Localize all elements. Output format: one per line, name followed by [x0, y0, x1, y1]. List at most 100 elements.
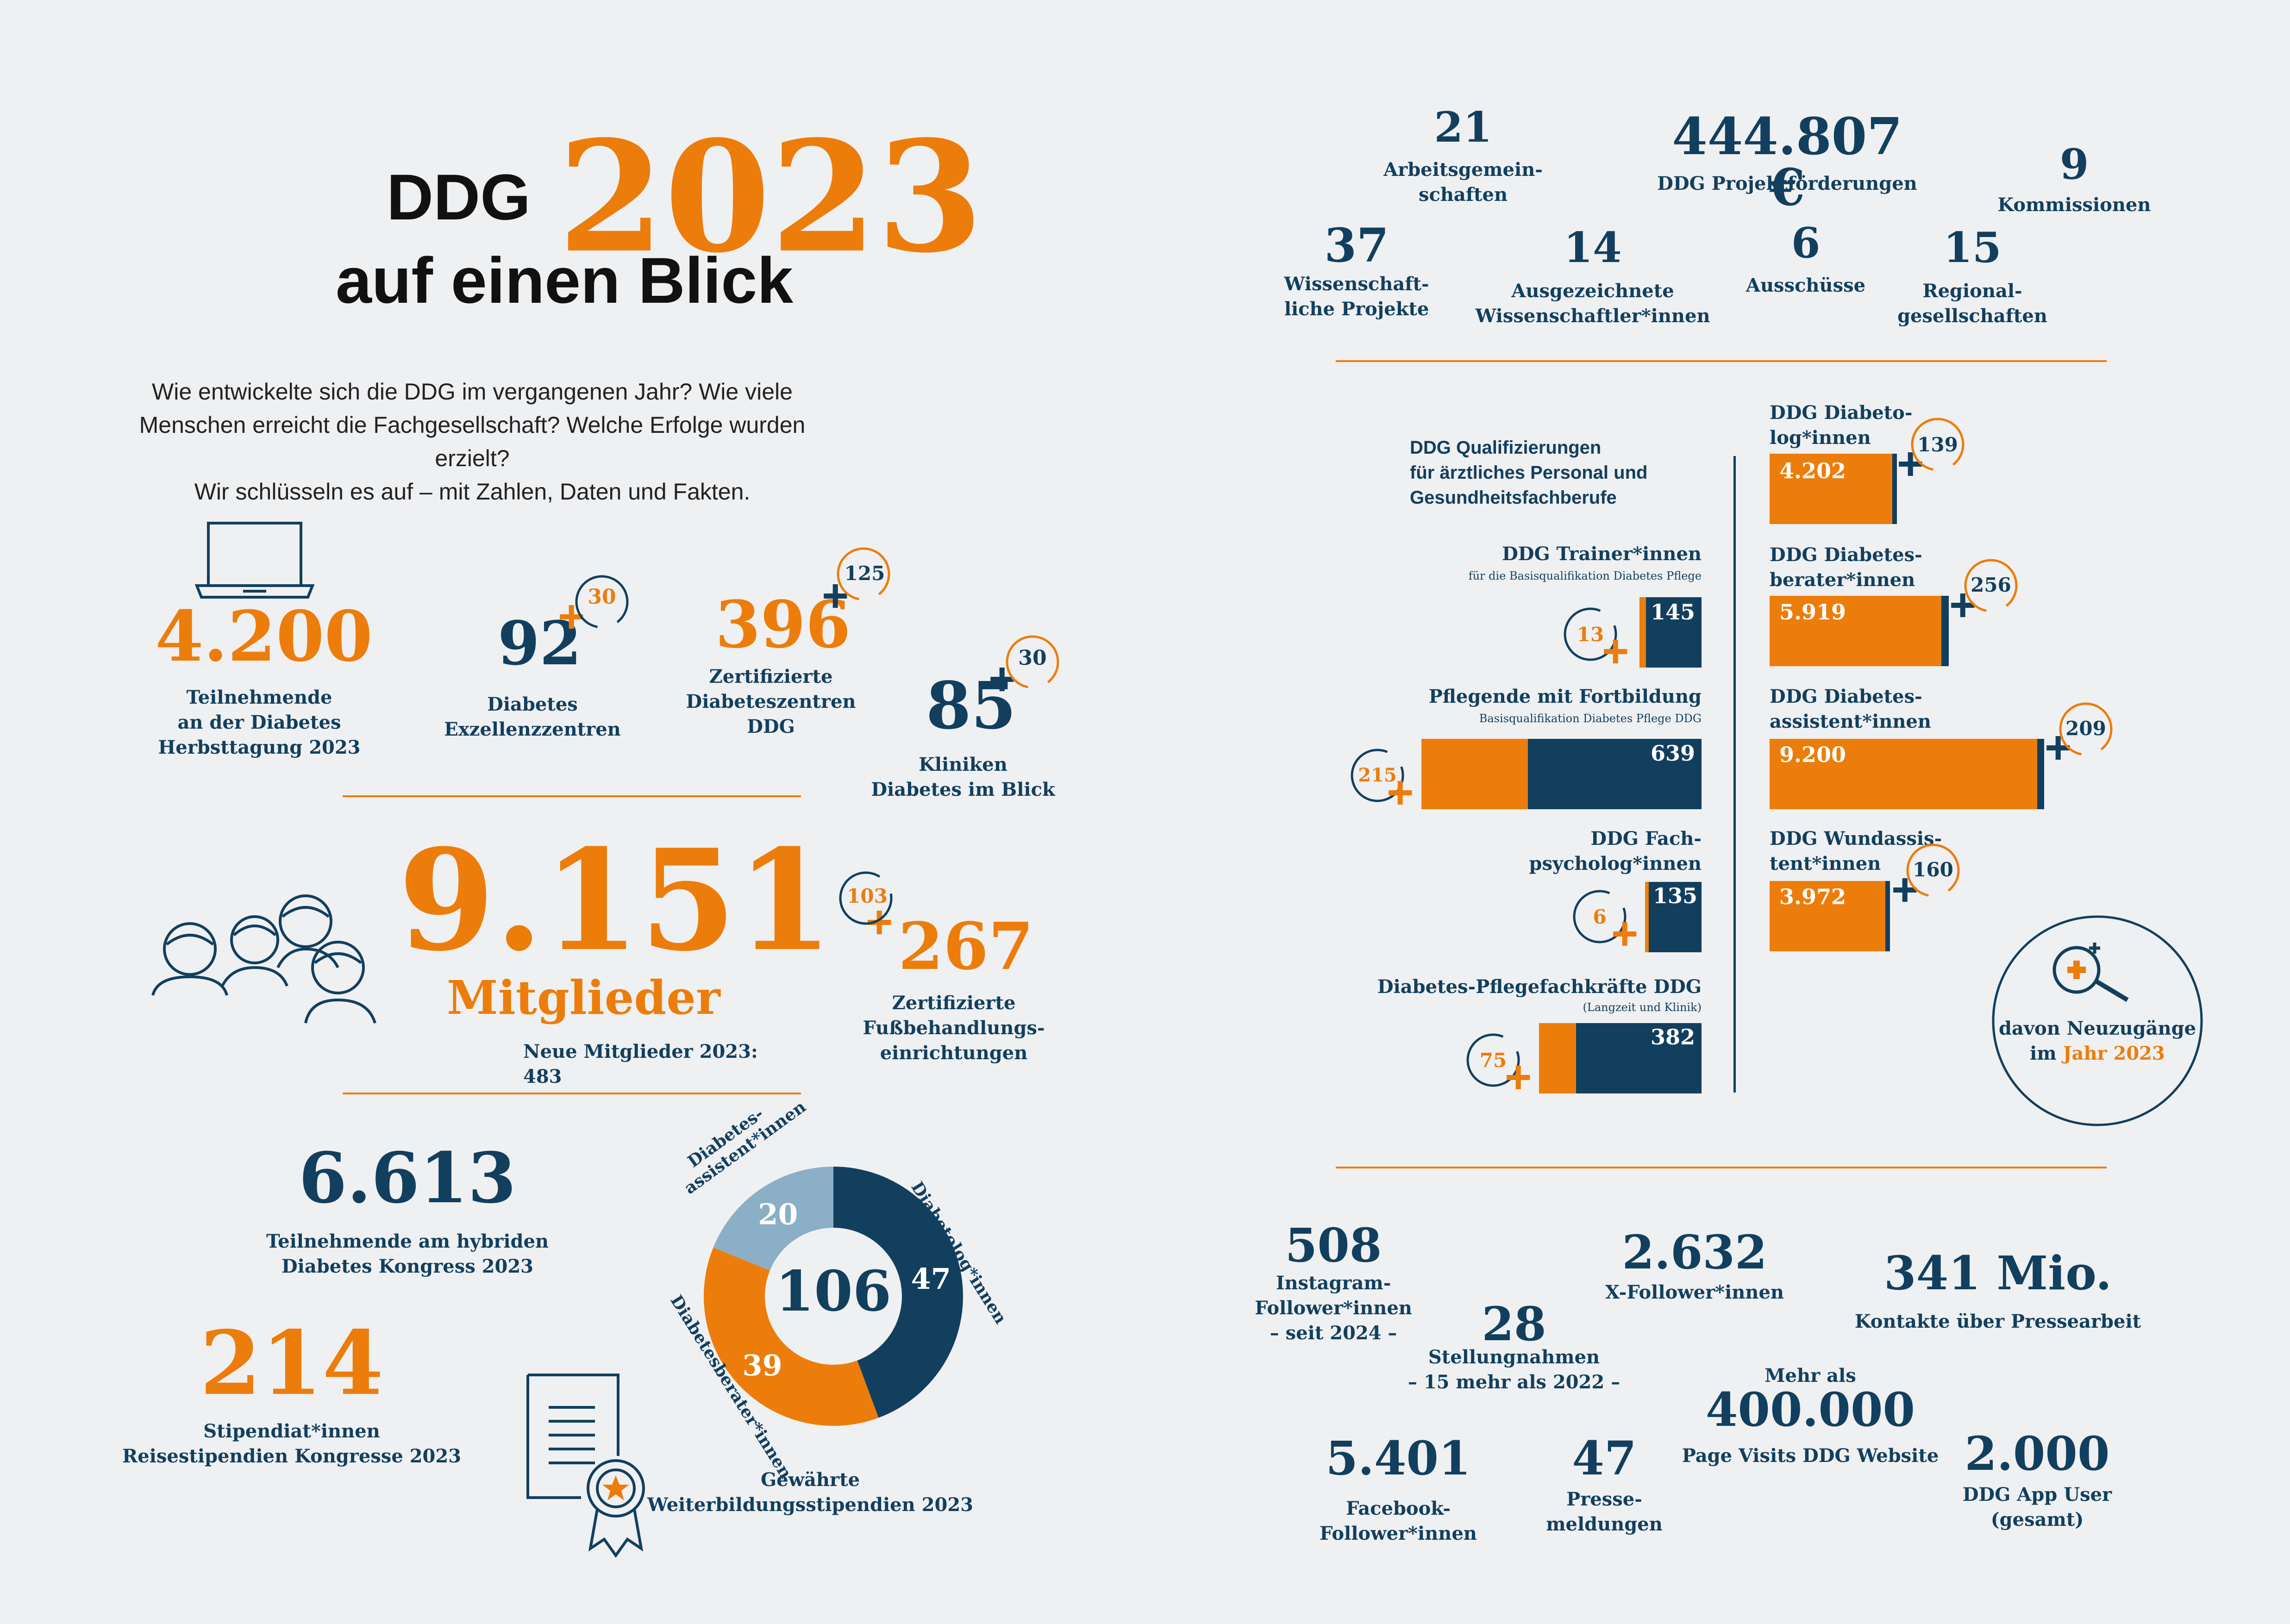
pflegefachkraefte-sub: (Langzeit und Klinik) — [1583, 1001, 1702, 1014]
presse-label: Presse-meldungen — [1546, 1488, 1663, 1535]
donut-slice-1 — [704, 1247, 879, 1426]
trainer-plus-icon: + — [1602, 625, 1629, 677]
donut-slice-value-0: 47 — [911, 1262, 951, 1296]
psycholog-bar-navy — [1649, 882, 1702, 952]
regional-value: 15 — [1943, 223, 2002, 272]
wundassistent-plus-circle — [1906, 843, 1960, 897]
assistent-title: DDG Diabetes-assistent*innen — [1770, 686, 1931, 732]
title-year: 2023 — [558, 107, 983, 287]
kontakte-label: Kontakte über Pressearbeit — [1854, 1311, 2141, 1332]
ausgezeichnete-value: 14 — [1564, 223, 1622, 272]
stellung-label: Stellungnahmen – 15 mehr als 2022 – — [1408, 1346, 1621, 1393]
kommissionen-label: Kommissionen — [1997, 194, 2151, 216]
berater-plus-icon: + — [1949, 579, 1977, 631]
diabetolog-bar-orange — [1770, 454, 1892, 524]
ag-value: 21 — [1434, 103, 1492, 152]
kliniken-plus-circle — [1006, 635, 1059, 689]
fuss-plus: 103 — [847, 885, 888, 907]
diabetolog-title: DDG Diabeto-log*innen — [1770, 402, 1913, 449]
psycholog-plus-circle — [1573, 890, 1627, 943]
diabetolog-bar-navy — [1892, 454, 1897, 524]
regional-label: Regional-gesellschaften — [1897, 280, 2047, 327]
wiss-projekte-label: Wissenschaft-liche Projekte — [1284, 273, 1429, 320]
wundassistent-bar-orange — [1770, 881, 1885, 951]
projekt-label: DDG Projektförderungen — [1657, 173, 1917, 194]
pflegende-plus-circle — [1351, 749, 1404, 802]
herbsttagung-label: Teilnehmende an der Diabetes Herbsttagung … — [158, 687, 361, 758]
fuss-label: Zertifizierte Fußbehandlungs-einrichtunge… — [863, 992, 1045, 1064]
ausschuesse-label: Ausschüsse — [1746, 275, 1866, 296]
wundassistent-value: 3.972 — [1779, 884, 1846, 909]
trainer-plus-circle — [1564, 607, 1617, 661]
exzellenz-value: 92 — [498, 608, 582, 679]
legend-text: davon Neuzugänge im Jahr 2023 — [1998, 1018, 2196, 1064]
pflegefachkraefte-plus-icon: + — [1505, 1051, 1532, 1103]
stellung-value: 28 — [1482, 1297, 1546, 1351]
title-prefix: DDG — [387, 161, 531, 233]
pflegende-title: Pflegende mit Fortbildung — [1428, 686, 1702, 707]
exzellenz-label: Diabetes Exzellenzzentren — [444, 693, 621, 740]
pflegefachkraefte-bar-navy — [1576, 1023, 1702, 1093]
legend-circle — [1992, 915, 2203, 1126]
kontakte-value: 341 Mio. — [1884, 1246, 2112, 1300]
zertifizierte-plus-icon: + — [822, 570, 849, 622]
stipendien-donut-chart: 47 39 20 — [704, 1167, 963, 1426]
qualifizierungen-heading: DDG Qualifizierungen für ärztliches Perso… — [1410, 437, 1648, 508]
pflegende-plus-icon: + — [1387, 767, 1414, 818]
donut-slice-value-2: 20 — [758, 1198, 798, 1231]
exzellenz-plus: 30 — [588, 585, 616, 609]
berater-plus: 256 — [1971, 574, 2011, 596]
wundassistent-bar-navy — [1885, 881, 1890, 951]
divider-left-1 — [343, 795, 801, 797]
pflegende-plus: 215 — [1358, 764, 1397, 786]
kongress-value: 6.613 — [299, 1137, 516, 1219]
kliniken-label: Kliniken Diabetes im Blick — [871, 754, 1055, 800]
qualifizierungen-divider — [1733, 456, 1736, 1093]
zertifizierte-value: 396 — [715, 587, 851, 663]
zertifizierte-plus-circle — [837, 547, 890, 601]
magnifier-plus-icon — [2052, 943, 2129, 1002]
trainer-sub: für die Basisqualifikation Diabetes Pfle… — [1468, 569, 1702, 582]
donut-slice-value-1: 39 — [742, 1349, 782, 1382]
intro-line-1: Wie entwickelte sich die DDG im vergange… — [152, 379, 793, 405]
assistent-plus-circle — [2059, 702, 2113, 756]
trainer-value: 145 — [1651, 600, 1696, 625]
laptop-icon — [194, 522, 315, 599]
intro-line-2: Menschen erreicht die Fachgesellschaft? … — [139, 412, 806, 471]
kliniken-value: 85 — [926, 668, 1016, 744]
facebook-label: Facebook- Follower*innen — [1320, 1498, 1477, 1544]
projekt-value: 444.807 € — [1672, 106, 1902, 217]
presse-value: 47 — [1572, 1431, 1637, 1486]
psycholog-plus-icon: + — [1611, 908, 1639, 960]
visits-label: Page Visits DDG Website — [1682, 1445, 1939, 1467]
berater-bar-navy — [1941, 596, 1949, 666]
stipendien-label: Gewährte Weiterbildungsstipendien 2023 — [647, 1469, 973, 1516]
app-label: DDG App User (gesamt) — [1962, 1484, 2112, 1530]
pflegende-bar-navy — [1528, 739, 1702, 809]
pflegefachkraefte-bar-orange — [1539, 1023, 1576, 1093]
wundassistent-plus: 160 — [1913, 858, 1953, 881]
donut-total: 106 — [775, 1259, 892, 1324]
pflegende-bar-orange — [1421, 739, 1528, 809]
pflegende-value: 639 — [1651, 741, 1696, 766]
berater-title: DDG Diabetes-berater*innen — [1770, 544, 1922, 591]
zertifizierte-label: Zertifizierte Diabeteszentren DDG — [686, 666, 856, 737]
psycholog-title: DDG Fach-psycholog*innen — [1529, 828, 1702, 874]
certificate-icon — [526, 1374, 645, 1558]
title-sub: auf einen Blick — [336, 244, 794, 317]
pflegefachkraefte-plus-circle — [1466, 1033, 1520, 1087]
visits-pre: Mehr als — [1764, 1365, 1856, 1387]
x-value: 2.632 — [1622, 1225, 1767, 1280]
trainer-title: DDG Trainer*innen — [1502, 543, 1702, 565]
pflegefachkraefte-plus: 75 — [1479, 1049, 1507, 1072]
mitglieder-neu: Neue Mitglieder 2023: 483 — [523, 1041, 758, 1087]
intro-text: Wie entwickelte sich die DDG im vergange… — [139, 375, 806, 508]
fuss-value: 267 — [898, 909, 1034, 985]
assistent-bar-navy — [2037, 739, 2044, 809]
ag-label: Arbeitsgemein-schaften — [1383, 159, 1543, 206]
people-group-icon — [151, 894, 376, 1024]
berater-plus-circle — [1964, 559, 2018, 612]
kommissionen-value: 9 — [2059, 140, 2089, 189]
app-value: 2.000 — [1965, 1426, 2110, 1481]
berater-value: 5.919 — [1779, 600, 1846, 625]
